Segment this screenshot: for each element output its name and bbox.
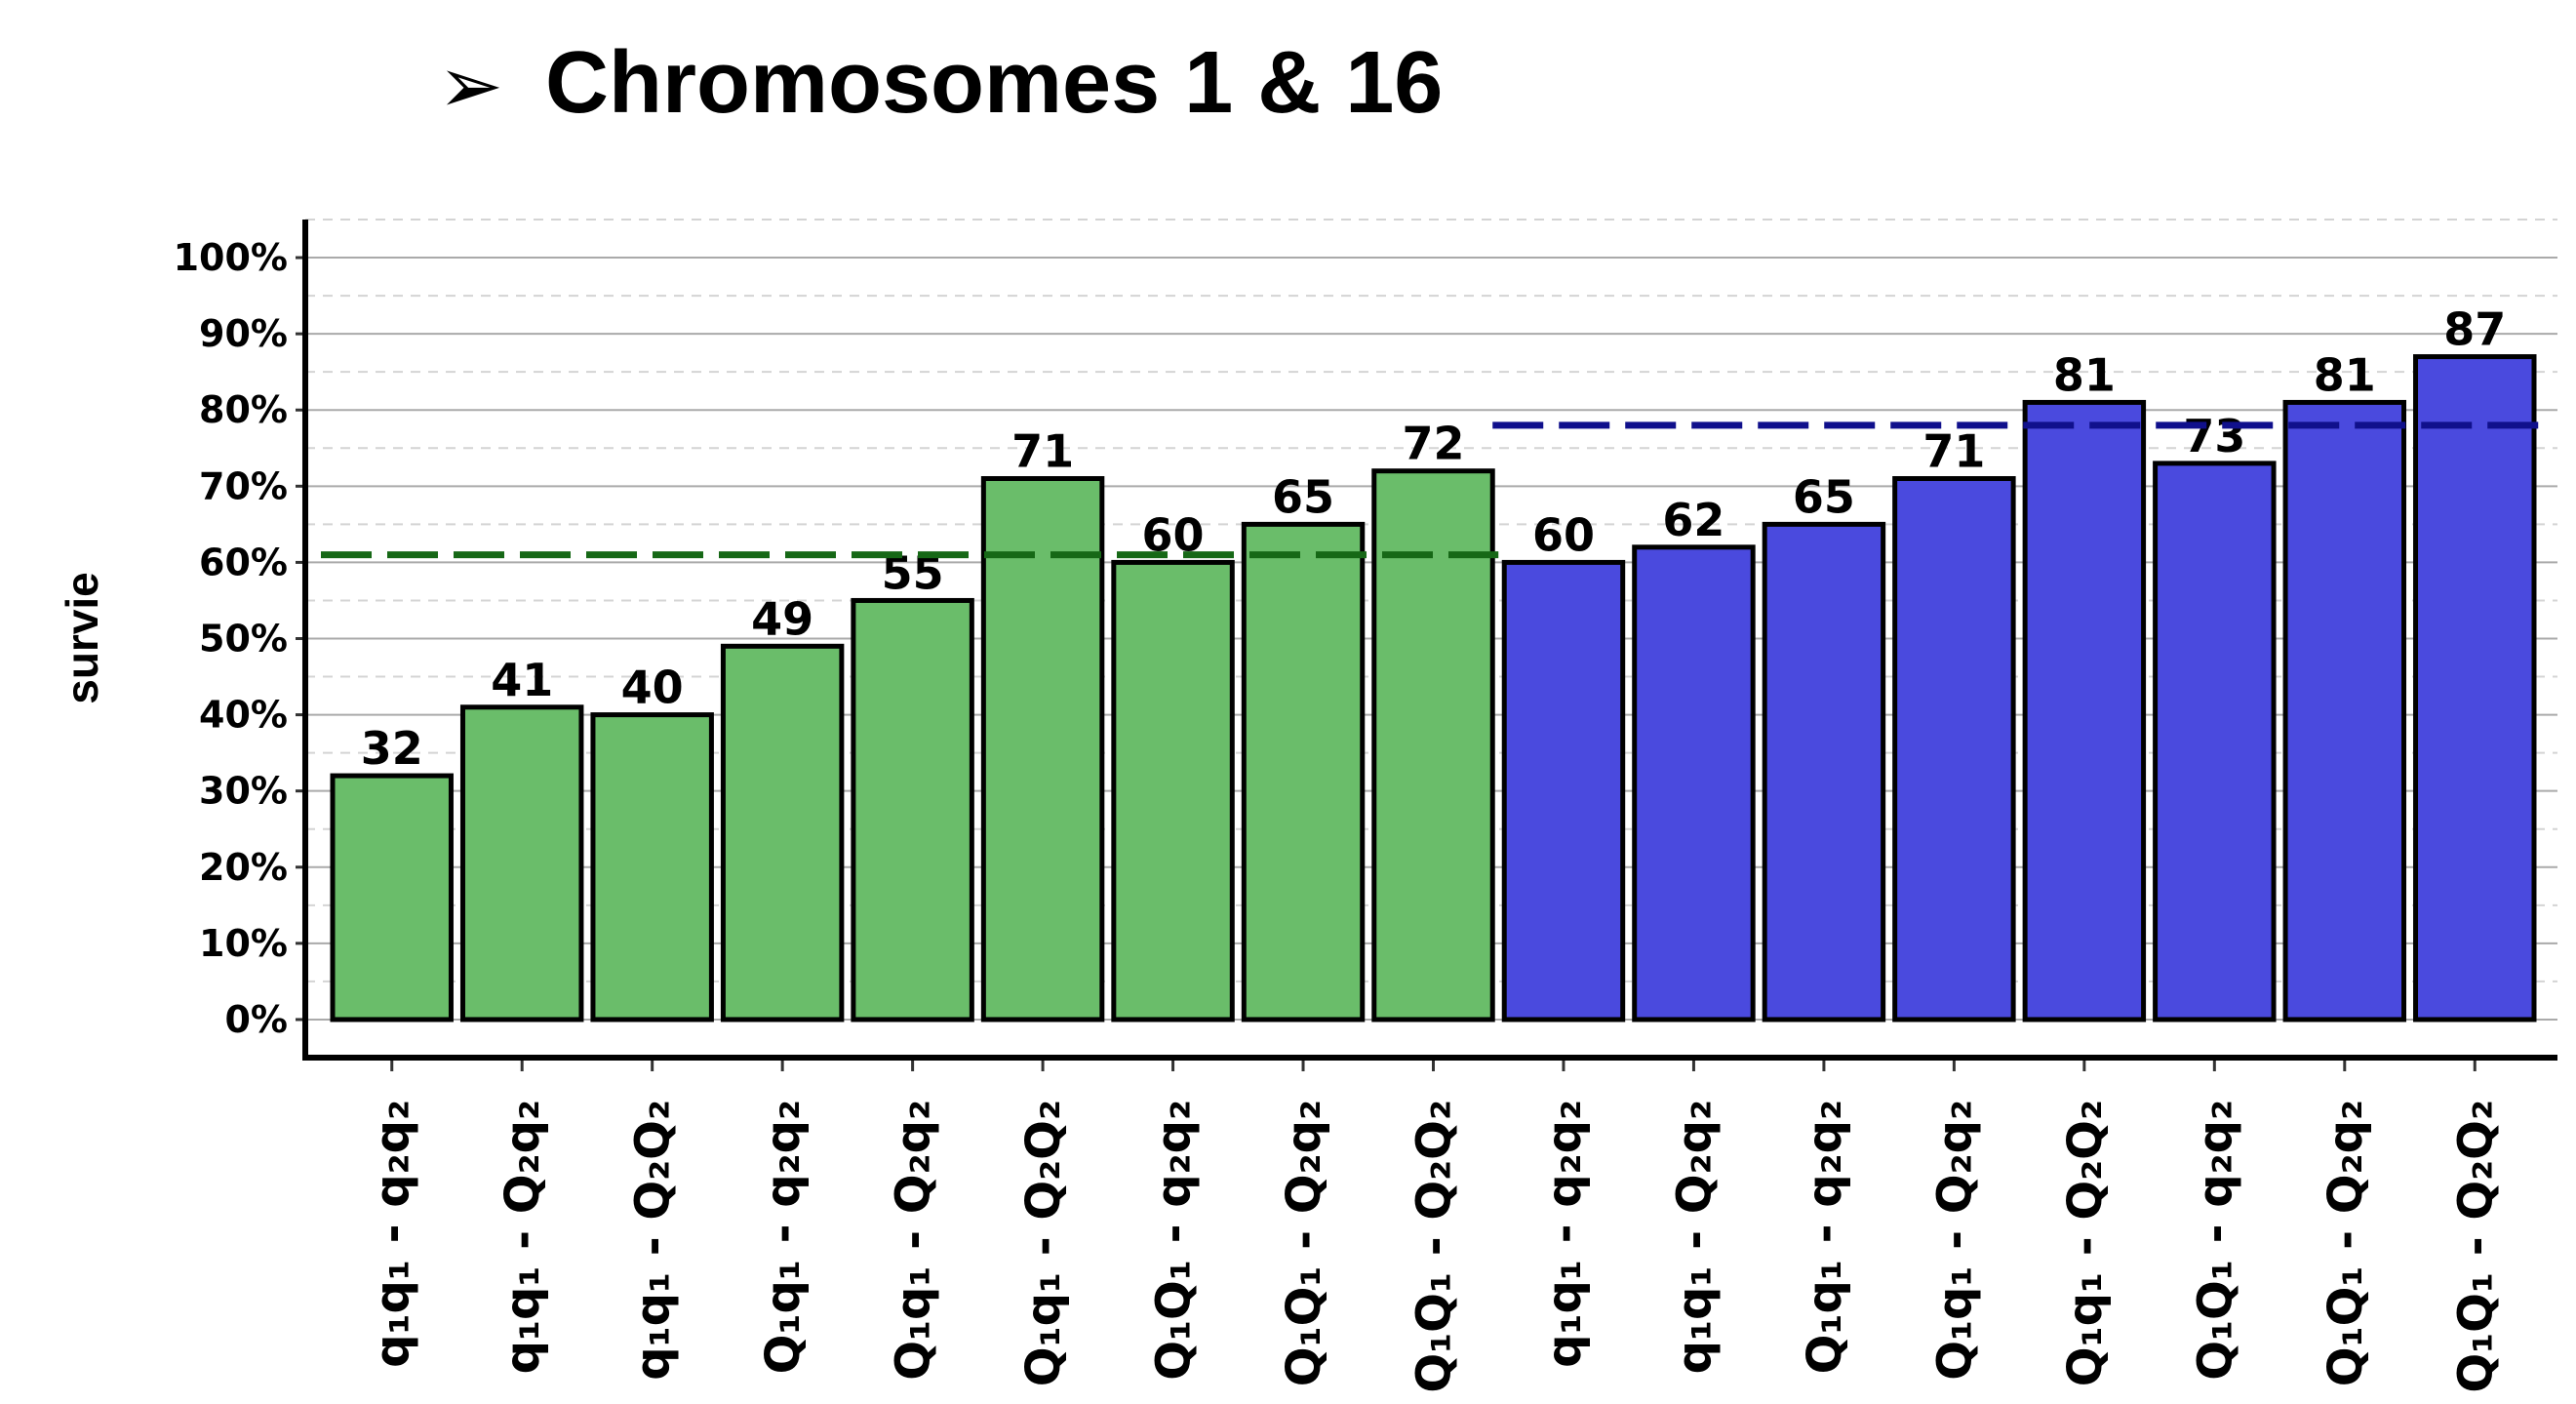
value-label: 71 [1011,425,1074,478]
y-axis-label: survie [57,572,107,704]
bar [590,712,714,1023]
x-tick-label: q₁q₁ - q₂q₂ [366,1100,420,1368]
y-tick-label: 80% [199,388,288,431]
x-tick-label: Q₁Q₁ - Q₂Q₂ [1407,1100,1462,1393]
bar [2413,354,2537,1023]
y-tick-label: 100% [174,236,288,279]
value-label: 41 [491,654,553,706]
value-label: 40 [621,662,684,714]
x-tick-label: Q₁Q₁ - Q₂Q₂ [2448,1100,2503,1393]
chart-title: Chromosomes 1 & 16 [545,34,1443,132]
bullet: ➢ [438,40,503,131]
value-label: 32 [361,722,423,775]
bar [851,597,974,1023]
value-label: 87 [2443,303,2506,356]
y-tick-label: 50% [199,618,288,661]
bar [1371,468,1495,1023]
value-label: 49 [751,592,813,645]
x-tick-label: q₁q₁ - q₂q₂ [1537,1100,1592,1368]
y-tick-label: 10% [199,922,288,965]
x-tick-label: Q₁Q₁ - Q₂q₂ [2318,1100,2373,1386]
x-tick-label: Q₁Q₁ - Q₂q₂ [1277,1100,1331,1386]
x-tick-label: Q₁q₁ - q₂q₂ [756,1100,811,1374]
bar [459,704,584,1023]
value-label: 60 [1532,508,1595,561]
x-tick-label: Q₁q₁ - q₂q₂ [1798,1100,1852,1374]
x-tick-label: Q₁Q₁ - q₂q₂ [1147,1100,1202,1381]
bar [2282,399,2407,1023]
value-label: 62 [1662,494,1724,546]
bar [1892,476,2016,1023]
y-tick-label: 60% [199,541,288,583]
value-label: 72 [1402,418,1464,470]
bar [1632,544,1756,1023]
value-label: 65 [1793,470,1855,523]
value-label: 81 [2314,348,2376,401]
value-label: 65 [1272,470,1334,523]
bar [720,643,845,1023]
x-tick-label: Q₁q₁ - Q₂Q₂ [2058,1100,2113,1386]
value-label: 81 [2053,348,2116,401]
y-tick-label: 30% [199,770,288,813]
y-tick-label: 90% [199,312,288,355]
x-tick-label: Q₁Q₁ - q₂q₂ [2188,1100,2242,1381]
x-tick-label: Q₁q₁ - Q₂q₂ [887,1100,941,1381]
x-tick-label: q₁q₁ - Q₂q₂ [495,1100,550,1374]
x-tick-label: Q₁q₁ - Q₂q₂ [1927,1100,1982,1381]
x-tick-label: Q₁q₁ - Q₂Q₂ [1016,1100,1071,1386]
bar [1241,521,1366,1023]
bar [1501,559,1626,1023]
bar [980,476,1105,1023]
y-tick-label: 20% [199,846,288,889]
y-tick-label: 40% [199,694,288,737]
bar [2022,399,2147,1023]
value-label: 73 [2183,410,2245,462]
bar [330,773,454,1023]
y-tick-label: 70% [199,464,288,507]
x-tick-label: q₁q₁ - Q₂q₂ [1667,1100,1722,1374]
bar [1111,559,1235,1023]
x-tick-label: q₁q₁ - Q₂Q₂ [626,1100,681,1381]
y-tick-label: 0% [224,998,288,1041]
bar [1762,521,1886,1023]
value-label: 71 [1922,425,1985,478]
bar [2153,461,2277,1023]
